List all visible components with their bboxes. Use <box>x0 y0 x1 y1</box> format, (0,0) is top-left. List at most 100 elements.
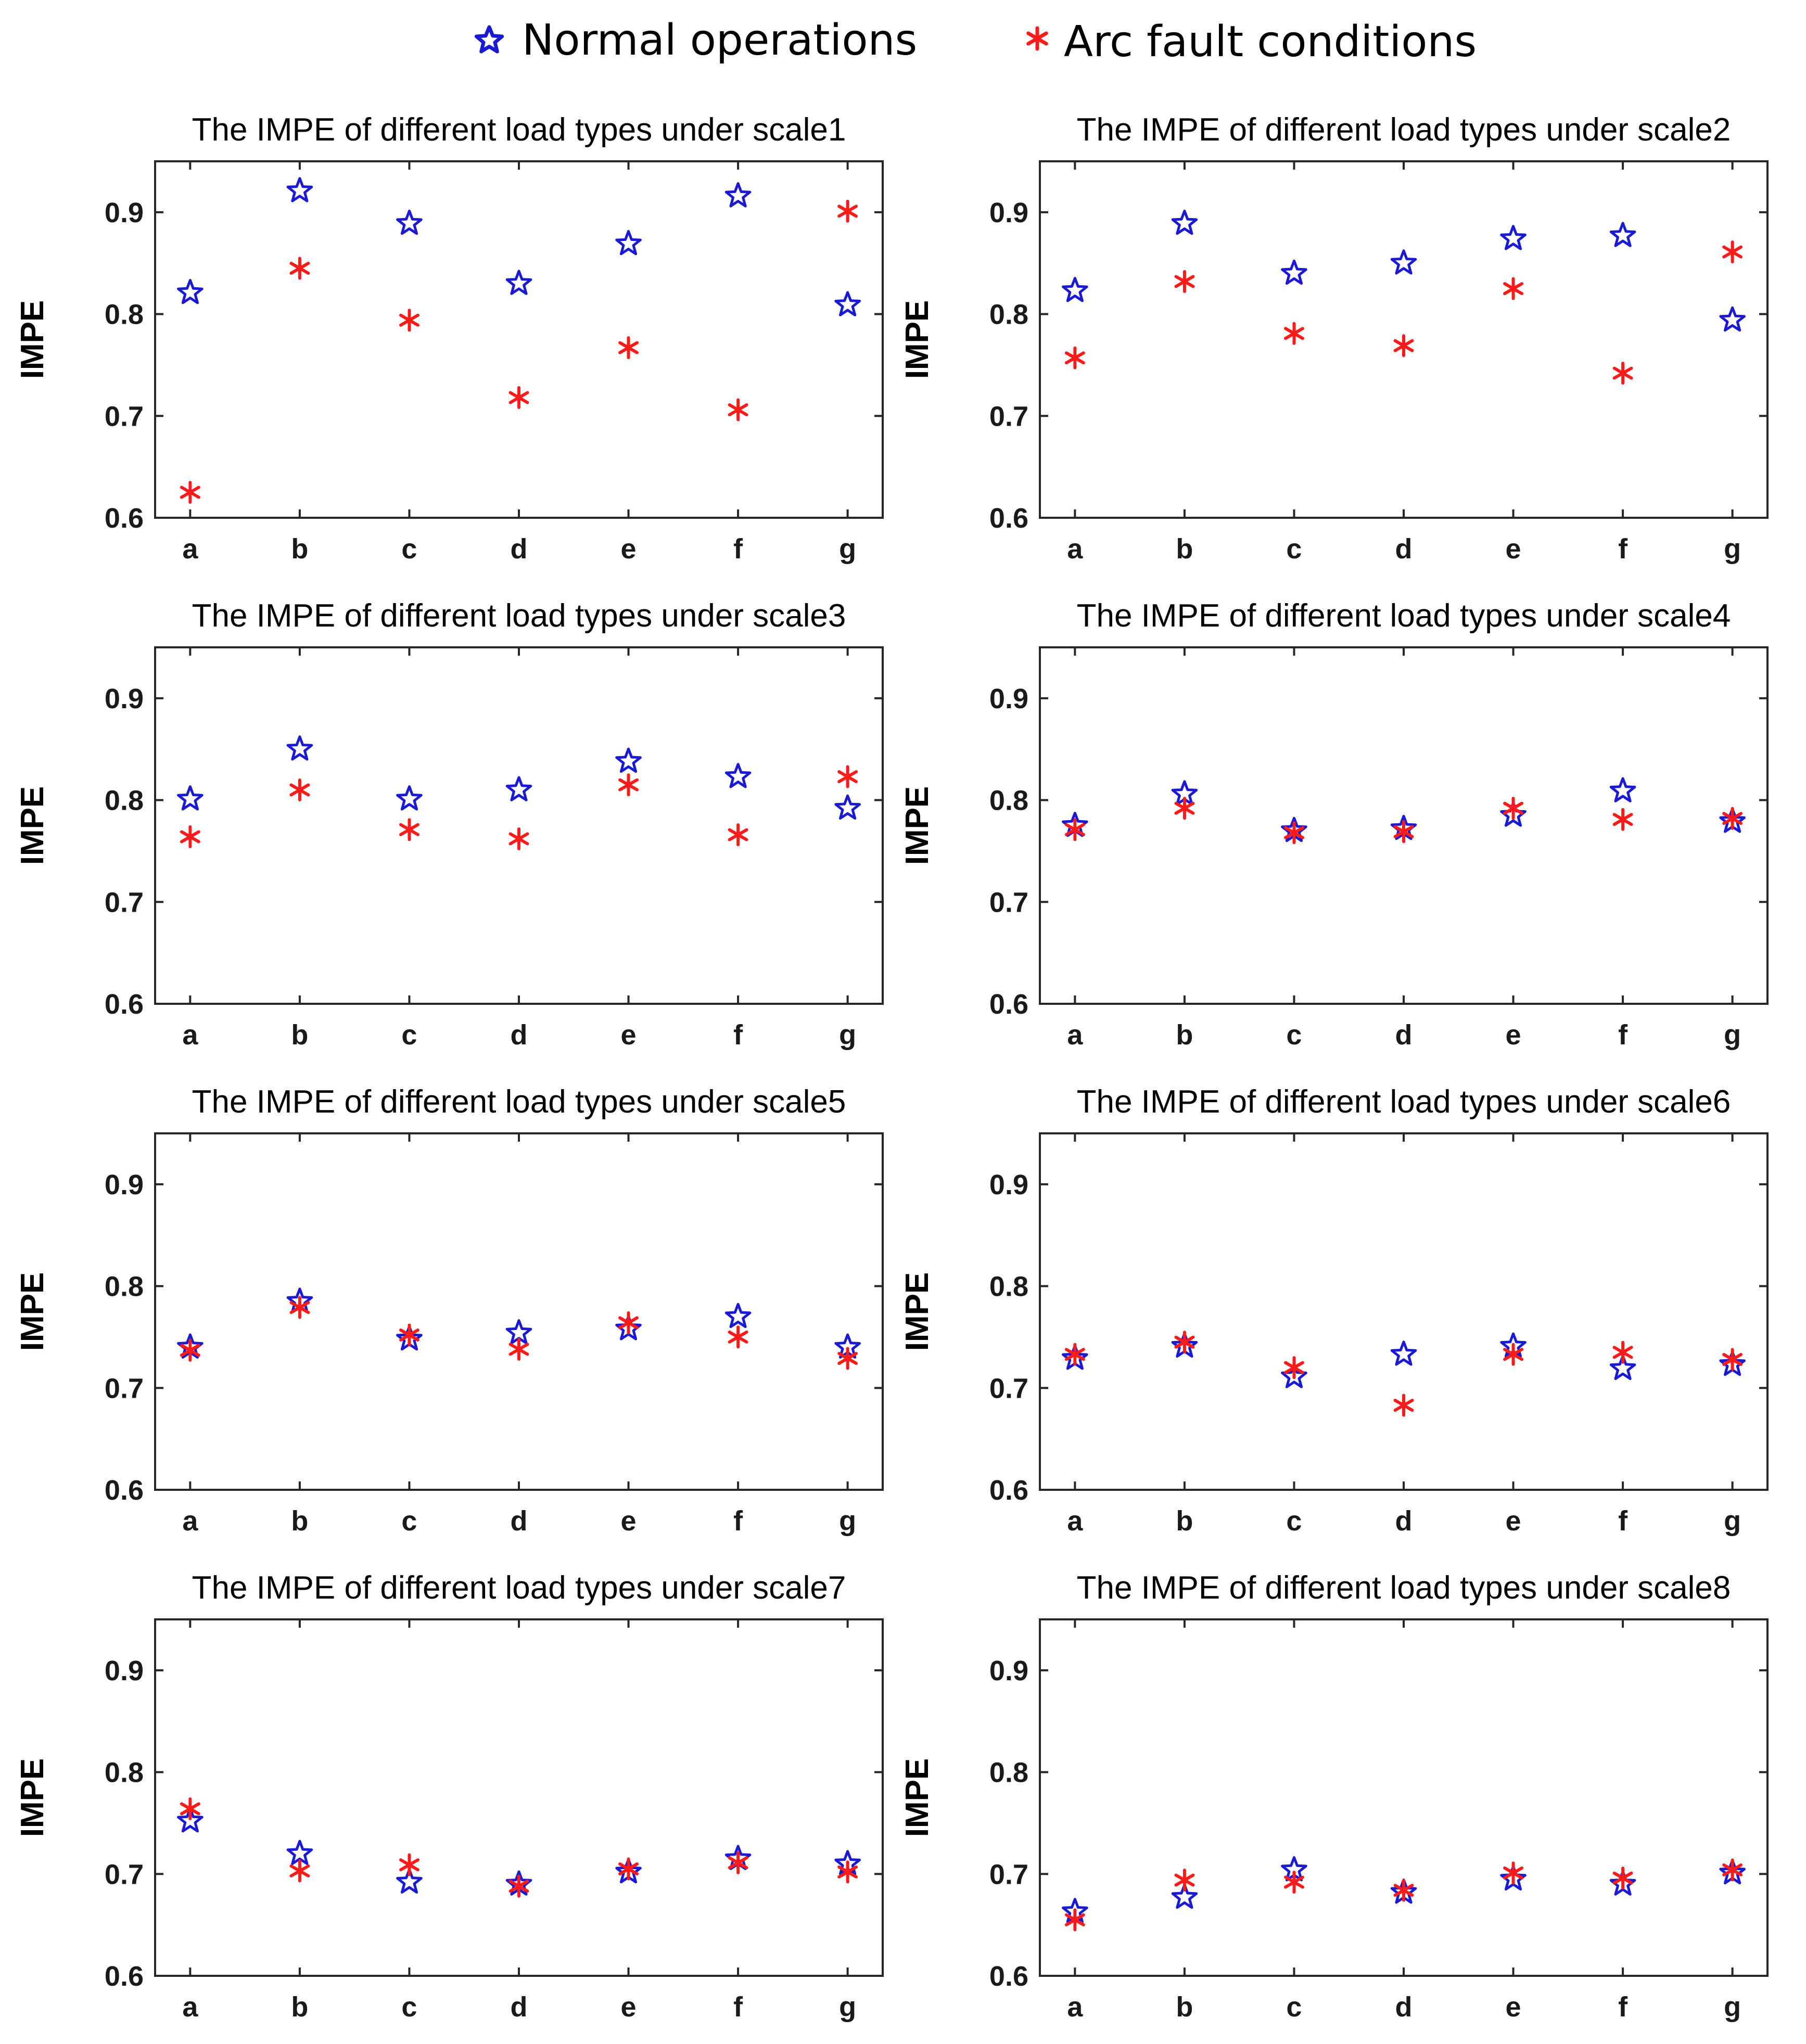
y-tick-label: 0.8 <box>105 1271 144 1302</box>
x-tick-label: a <box>1067 1991 1083 2023</box>
x-tick-label: g <box>839 1991 856 2023</box>
y-tick-label: 0.6 <box>105 503 144 534</box>
x-tick-label: d <box>511 1019 528 1051</box>
arc-fault-point <box>1174 797 1195 820</box>
arc-fault-point <box>837 765 858 788</box>
normal-point <box>615 230 642 256</box>
legend-item-arc-fault: Arc fault conditions <box>1026 17 1477 67</box>
arc-fault-point <box>618 1311 639 1335</box>
x-tick-label: g <box>1724 1505 1741 1537</box>
legend-item-normal: Normal operations <box>474 16 917 65</box>
x-tick-label: b <box>1176 1505 1193 1537</box>
arc-fault-point <box>399 309 419 332</box>
normal-point <box>177 1807 204 1833</box>
x-tick-label: e <box>1506 533 1521 565</box>
arc-fault-point <box>1393 1879 1414 1902</box>
x-tick-label: e <box>621 533 637 565</box>
arc-fault-point <box>1284 322 1304 345</box>
x-tick-label: e <box>621 1991 637 2023</box>
normal-point <box>177 785 204 811</box>
chart-panel-8: The IMPE of different load types under s… <box>899 1570 1769 2023</box>
x-tick-label: f <box>733 1505 743 1537</box>
normal-point <box>1609 1355 1636 1380</box>
y-tick-label: 0.7 <box>989 887 1028 918</box>
asterisk-icon <box>1026 26 1048 51</box>
arc-fault-point <box>1503 277 1523 300</box>
arc-fault-point <box>1064 818 1085 841</box>
chart-panel-6: The IMPE of different load types under s… <box>899 1084 1769 1537</box>
y-tick-label: 0.8 <box>105 785 144 816</box>
x-tick-label: d <box>511 1991 528 2023</box>
y-axis-label: IMPE <box>899 1758 935 1837</box>
y-tick-label: 0.6 <box>989 989 1028 1020</box>
x-tick-label: e <box>1506 1991 1521 2023</box>
legend: Normal operations Arc fault conditions <box>474 16 1477 67</box>
x-tick-label: a <box>182 533 198 565</box>
normal-point <box>396 1868 423 1894</box>
x-tick-label: d <box>1395 1019 1413 1051</box>
arc-fault-point <box>1174 270 1195 293</box>
arc-fault-point <box>1612 1340 1633 1364</box>
x-tick-label: g <box>839 1019 856 1051</box>
y-tick-label: 0.7 <box>105 1373 144 1404</box>
normal-point <box>1609 222 1636 247</box>
y-axis-label: IMPE <box>15 1272 50 1351</box>
arc-fault-point <box>618 336 639 360</box>
y-tick-label: 0.8 <box>105 299 144 330</box>
x-tick-label: d <box>511 1505 528 1537</box>
x-tick-label: g <box>839 533 856 565</box>
arc-fault-point <box>508 1874 529 1898</box>
x-tick-label: d <box>1395 1505 1413 1537</box>
normal-point <box>1171 209 1198 235</box>
y-tick-label: 0.7 <box>989 1859 1028 1890</box>
arc-fault-point <box>1722 1858 1743 1882</box>
x-tick-label: f <box>733 1019 743 1051</box>
normal-point <box>1062 277 1088 302</box>
y-tick-label: 0.7 <box>105 401 144 432</box>
normal-point <box>1390 1340 1417 1366</box>
x-tick-label: g <box>1724 1019 1741 1051</box>
y-tick-label: 0.7 <box>989 1373 1028 1404</box>
y-tick-label: 0.8 <box>989 299 1028 330</box>
chart-title: The IMPE of different load types under s… <box>192 1084 846 1120</box>
y-axis-label: IMPE <box>899 786 935 865</box>
y-tick-label: 0.9 <box>989 683 1028 714</box>
arc-fault-point <box>837 199 858 223</box>
x-tick-label: g <box>839 1505 856 1537</box>
arc-fault-point <box>728 823 748 847</box>
arc-fault-point <box>1284 1356 1304 1379</box>
legend-label-arc-fault: Arc fault conditions <box>1064 17 1477 67</box>
arc-fault-point <box>1612 808 1633 831</box>
y-tick-label: 0.9 <box>105 1655 144 1687</box>
x-tick-label: c <box>401 533 417 565</box>
x-tick-label: b <box>1176 1991 1193 2023</box>
normal-point <box>724 182 752 208</box>
x-tick-label: b <box>291 1505 308 1537</box>
arc-fault-point <box>1284 1870 1304 1894</box>
normal-point <box>834 794 861 820</box>
arc-fault-point <box>180 481 200 504</box>
arc-fault-point <box>1612 1867 1633 1890</box>
arc-fault-point <box>1064 1343 1085 1366</box>
arc-fault-point <box>180 825 200 849</box>
y-tick-label: 0.7 <box>105 887 144 918</box>
arc-fault-point <box>1722 807 1743 830</box>
y-tick-label: 0.9 <box>105 1169 144 1200</box>
y-tick-label: 0.8 <box>989 1757 1028 1788</box>
normal-point <box>724 1302 752 1328</box>
x-tick-label: b <box>1176 533 1193 565</box>
arc-fault-point <box>508 827 529 850</box>
x-tick-label: b <box>291 1019 308 1051</box>
arc-fault-point <box>508 1337 529 1361</box>
x-tick-label: f <box>1618 1505 1628 1537</box>
x-tick-label: c <box>401 1505 417 1537</box>
arc-fault-point <box>399 1853 419 1876</box>
arc-fault-point <box>1393 820 1414 844</box>
chart-title: The IMPE of different load types under s… <box>192 112 846 148</box>
chart-panel-3: The IMPE of different load types under s… <box>15 598 884 1051</box>
chart-title: The IMPE of different load types under s… <box>1077 1084 1731 1120</box>
arc-fault-point <box>837 1860 858 1884</box>
x-tick-label: d <box>511 533 528 565</box>
arc-fault-point <box>289 1296 310 1319</box>
arc-fault-point <box>837 1347 858 1370</box>
